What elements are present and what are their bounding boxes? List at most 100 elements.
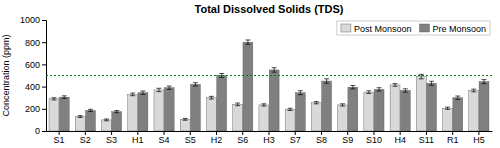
- y-tick-mark: [42, 20, 46, 21]
- error-bar: [114, 110, 119, 112]
- bar: [427, 83, 437, 131]
- bar: [453, 98, 463, 131]
- marks: [46, 40, 492, 131]
- x-tick: S7: [290, 131, 301, 145]
- y-tick-mark: [42, 87, 46, 88]
- bar: [469, 90, 479, 131]
- x-tick-label: S9: [342, 135, 353, 145]
- bar: [443, 108, 453, 131]
- x-tick-label: S2: [80, 135, 91, 145]
- error-bar: [471, 89, 476, 92]
- series: [49, 74, 479, 131]
- chart: 02004006008001000S1S2S3H1S4S5H2S6H3S7S8S…: [0, 0, 500, 148]
- y-tick: 200: [25, 104, 46, 114]
- title: Total Dissolved Solids (TDS): [195, 3, 344, 15]
- legend: Post Monsoon Pre Monsoon: [337, 21, 490, 35]
- x-tick-label: S4: [159, 135, 170, 145]
- x-tick: H3: [263, 131, 275, 145]
- y-tick: 1000: [20, 15, 46, 25]
- x-tick: R1: [447, 131, 459, 145]
- error-bar: [298, 91, 303, 95]
- x-tick: S11: [419, 131, 434, 145]
- bar: [233, 104, 243, 131]
- y-tick: 0: [35, 126, 46, 136]
- x-tick-label: S6: [237, 135, 248, 145]
- x-tick-label: H5: [473, 135, 485, 145]
- error-bar: [130, 93, 135, 96]
- x-tick: H1: [132, 131, 144, 145]
- bar: [285, 109, 295, 131]
- bar: [259, 105, 269, 131]
- y-tick-mark: [42, 109, 46, 110]
- legend-label: Post Monsoon: [354, 24, 412, 34]
- x-tick: S1: [54, 131, 65, 145]
- x-tick-label: S5: [185, 135, 196, 145]
- x-tick-label: R1: [447, 135, 459, 145]
- error-bar: [245, 40, 250, 44]
- bar: [390, 85, 400, 131]
- x-tick: H4: [394, 131, 406, 145]
- reference-line: [46, 75, 492, 76]
- legend-swatch: [419, 24, 429, 32]
- y-tick-label: 200: [25, 104, 40, 114]
- x-tick: S2: [80, 131, 91, 145]
- x-tick-label: S1: [54, 135, 65, 145]
- error-bar: [314, 102, 319, 104]
- legend-swatch: [341, 24, 351, 32]
- y-tick: 400: [25, 82, 46, 92]
- error-bar: [183, 118, 188, 120]
- x-tick-label: H4: [394, 135, 406, 145]
- error-bar: [393, 84, 398, 87]
- bar: [59, 97, 69, 131]
- error-bar: [167, 86, 172, 89]
- bar: [49, 99, 59, 131]
- error-bar: [455, 96, 460, 99]
- legend-label: Pre Monsoon: [432, 24, 486, 34]
- bar: [75, 117, 85, 131]
- error-bar: [324, 79, 329, 83]
- legend-frame: [337, 21, 490, 35]
- error-bar: [429, 81, 434, 85]
- y-tick-label: 0: [35, 126, 40, 136]
- y-tick-mark: [42, 64, 46, 65]
- x-tick: H5: [473, 131, 485, 145]
- legend-item: Pre Monsoon: [419, 24, 486, 34]
- error-bar: [403, 89, 408, 92]
- bar: [190, 84, 200, 131]
- x-tick-label: S7: [290, 135, 301, 145]
- x-axis: S1 S2 S3 H1 S4 S5 H2 S6 H3 S7 S8 S9 S10 H4 S11 R1 H5: [47, 131, 493, 145]
- bar: [86, 110, 96, 131]
- bar: [243, 42, 253, 131]
- bar: [138, 93, 148, 131]
- x-tick: S4: [159, 131, 170, 145]
- error-bar: [235, 103, 240, 106]
- bar: [311, 103, 321, 131]
- error-bar: [340, 104, 345, 106]
- x-tick: S5: [185, 131, 196, 145]
- x-tick: S8: [316, 131, 327, 145]
- bar: [364, 92, 374, 131]
- legend-item: Post Monsoon: [341, 24, 412, 34]
- error-bar: [261, 104, 266, 106]
- x-tick-label: H1: [132, 135, 144, 145]
- bar: [180, 119, 190, 131]
- error-bar: [62, 96, 67, 99]
- bar: [128, 94, 138, 131]
- y-axis-title: Concentration (ppm): [1, 34, 11, 116]
- y-tick-mark: [42, 42, 46, 43]
- error-bar: [156, 88, 161, 91]
- x-tick-label: H2: [211, 135, 223, 145]
- error-bar: [272, 68, 277, 72]
- bar: [338, 105, 348, 131]
- plot: 02004006008001000S1S2S3H1S4S5H2S6H3S7S8S…: [20, 15, 493, 145]
- x-tick: S10: [366, 131, 382, 145]
- x-tick: H2: [211, 131, 223, 145]
- bar: [206, 98, 216, 131]
- x-tick-label: S3: [106, 135, 117, 145]
- bar: [295, 93, 305, 131]
- bar: [102, 120, 112, 131]
- bar: [322, 81, 332, 131]
- x-tick-label: S11: [419, 135, 434, 145]
- error-bar: [445, 107, 450, 109]
- error-bar: [377, 88, 382, 91]
